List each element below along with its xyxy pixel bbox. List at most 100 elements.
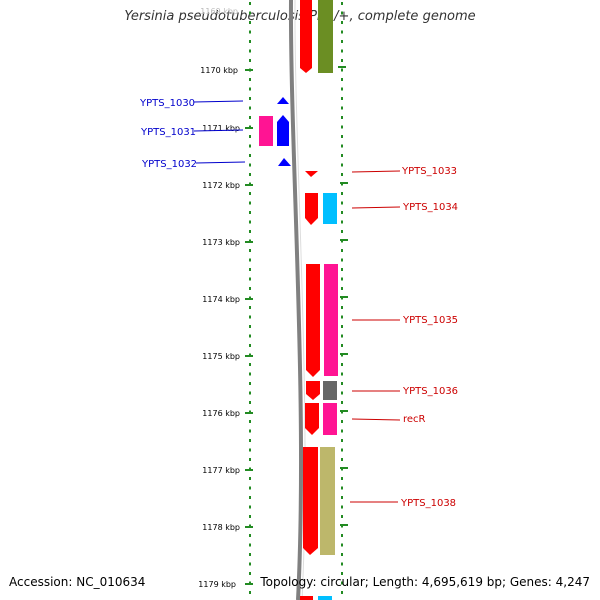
ruler-dot — [249, 448, 251, 452]
ruler-dot — [341, 505, 343, 509]
ruler-dot — [249, 258, 251, 262]
ruler-dot — [249, 458, 251, 461]
ruler-dot — [249, 78, 251, 81]
gene-arrow-ypts1031[interactable] — [277, 115, 289, 146]
ruler-dot — [249, 173, 251, 176]
ruler-dot — [341, 40, 343, 43]
gene-label-ypts1030[interactable]: YPTS_1030 — [139, 98, 195, 109]
ruler-dot — [341, 268, 343, 271]
ruler-dot — [249, 211, 251, 214]
gene-arrow-ypts1030[interactable] — [277, 97, 289, 104]
gene-arrow-ypts1034[interactable] — [305, 193, 318, 225]
ruler-dot — [341, 572, 343, 575]
ruler-dot — [341, 382, 343, 385]
leader-line-ypts1032 — [195, 161, 246, 164]
ruler-tick: 1170 kbp — [200, 66, 253, 75]
ruler-dot — [249, 30, 251, 34]
ruler-dot — [341, 87, 343, 91]
ruler-dot — [341, 2, 343, 5]
ruler-dot — [341, 420, 343, 423]
ruler-dot — [249, 192, 251, 195]
ruler-dot — [341, 591, 343, 594]
ruler-dot — [249, 486, 251, 490]
ruler-dot — [249, 334, 251, 338]
ruler-dot — [249, 382, 251, 385]
gene-arrow-ypts1036[interactable] — [306, 381, 320, 400]
svg-text:1172 kbp: 1172 kbp — [202, 181, 240, 190]
cog-box-ypts1036 — [323, 381, 337, 400]
ruler-dot — [341, 372, 343, 376]
ruler-dot — [341, 192, 343, 195]
ruler-dot — [341, 391, 343, 395]
page-title: Yersinia pseudotuberculosis PB1/+, compl… — [124, 9, 476, 24]
svg-text:1175 kbp: 1175 kbp — [202, 352, 240, 361]
ruler-dot — [341, 125, 343, 129]
svg-text:1178 kbp: 1178 kbp — [202, 523, 240, 532]
gene-label-ypts1036[interactable]: YPTS_1036 — [402, 386, 458, 397]
ruler-tick: 1172 kbp — [202, 181, 253, 190]
ruler-dot — [341, 448, 343, 452]
ruler-dot — [249, 591, 251, 594]
leader-line-ypts1031 — [193, 129, 244, 132]
gene-label-recr[interactable]: recR — [403, 414, 426, 425]
ruler-dot — [341, 106, 343, 110]
ruler-dot — [249, 230, 251, 233]
ruler-dot — [249, 268, 251, 271]
gene-arrow-ypts1038[interactable] — [303, 447, 318, 555]
ruler-dot — [341, 144, 343, 148]
gene-arrow-upstream[interactable] — [300, 0, 312, 73]
ruler-dot — [341, 68, 343, 72]
ruler-dot — [341, 154, 343, 157]
ruler-dot — [341, 543, 343, 547]
faded-tick-label: 1169 kbp — [200, 7, 238, 16]
ruler-dot — [249, 287, 251, 290]
svg-text:1176 kbp: 1176 kbp — [202, 409, 240, 418]
ruler-dot — [249, 439, 251, 442]
gene-label-ypts1035[interactable]: YPTS_1035 — [402, 315, 458, 326]
ruler-dot — [341, 477, 343, 480]
ruler-dot — [341, 334, 343, 338]
ruler-dot — [249, 363, 251, 366]
gene-arrow-recr[interactable] — [305, 403, 319, 435]
gene-label-ypts1033[interactable]: YPTS_1033 — [401, 166, 457, 177]
cog-box-ypts1038 — [320, 447, 335, 555]
ruler-dot — [249, 116, 251, 119]
ruler-dot — [249, 401, 251, 404]
ruler-dot — [249, 543, 251, 547]
ruler-dot — [341, 258, 343, 262]
ruler-dot — [341, 11, 343, 15]
ruler-dot — [249, 144, 251, 148]
ruler-dot — [249, 163, 251, 167]
gene-arrow-downstream[interactable] — [300, 596, 313, 600]
ruler-tick: 1176 kbp — [202, 409, 253, 418]
ruler-dot — [249, 135, 251, 138]
gene-arrow-ypts1035[interactable] — [306, 264, 320, 377]
ruler-dot — [341, 211, 343, 214]
gene-label-ypts1038[interactable]: YPTS_1038 — [400, 498, 456, 509]
ruler-dot — [341, 344, 343, 347]
ruler-dot — [341, 315, 343, 319]
gene-arrow-ypts1032[interactable] — [278, 158, 291, 166]
ruler-dot — [249, 534, 251, 537]
ruler-dot — [341, 97, 343, 100]
gene-label-ypts1031[interactable]: YPTS_1031 — [140, 127, 196, 138]
ruler-dot — [341, 49, 343, 53]
ruler-dot — [341, 277, 343, 281]
svg-text:1179 kbp: 1179 kbp — [198, 580, 236, 589]
cog-box-ypts1035 — [324, 264, 338, 376]
gene-arrow-ypts1033[interactable] — [305, 171, 318, 177]
ruler-tick: 1171 kbp — [202, 124, 253, 133]
ruler-dot — [341, 230, 343, 233]
gene-label-ypts1032[interactable]: YPTS_1032 — [141, 159, 197, 170]
ruler-dot — [249, 2, 251, 5]
genome-summary: Topology: circular; Length: 4,695,619 bp… — [260, 575, 590, 589]
gene-label-ypts1034[interactable]: YPTS_1034 — [402, 202, 458, 213]
cog-box-ypts1034 — [323, 193, 337, 224]
ruler-dot — [249, 40, 251, 43]
ruler-dot — [249, 49, 251, 53]
ruler-dot — [249, 562, 251, 566]
ruler-dot — [341, 78, 343, 81]
ruler-dot — [249, 429, 251, 433]
ruler-tick: 1178 kbp — [202, 523, 253, 532]
svg-text:1177 kbp: 1177 kbp — [202, 466, 240, 475]
